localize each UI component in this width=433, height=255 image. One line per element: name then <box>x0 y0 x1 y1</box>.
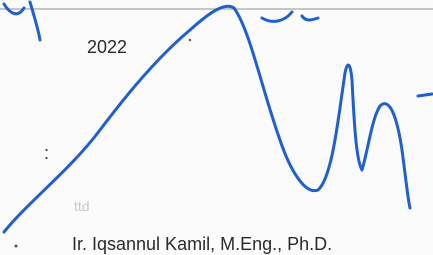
signature-stroke <box>4 6 410 232</box>
document-page: 2022 : ttd Ir. Iqsannul Kamil, M.Eng., P… <box>0 0 433 253</box>
handwriting-stroke <box>262 12 318 21</box>
signature <box>0 0 433 253</box>
dot <box>15 245 18 248</box>
handwriting-stroke <box>4 2 40 40</box>
dot <box>189 39 191 41</box>
signature-stroke <box>418 94 432 96</box>
